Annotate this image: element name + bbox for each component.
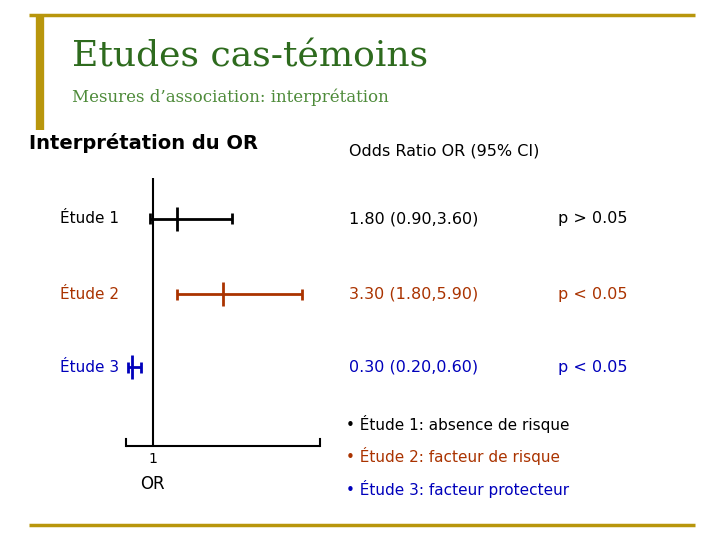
Text: p < 0.05: p < 0.05: [558, 360, 628, 375]
Text: • Étude 1: absence de risque: • Étude 1: absence de risque: [346, 415, 569, 433]
Text: 1: 1: [148, 452, 157, 466]
Text: Odds Ratio OR (95% CI): Odds Ratio OR (95% CI): [349, 144, 539, 159]
Text: • Étude 3: facteur protecteur: • Étude 3: facteur protecteur: [346, 480, 569, 498]
Text: 1.80 (0.90,3.60): 1.80 (0.90,3.60): [349, 211, 479, 226]
Text: p < 0.05: p < 0.05: [558, 287, 628, 302]
Text: p > 0.05: p > 0.05: [558, 211, 628, 226]
Text: Interprétation du OR: Interprétation du OR: [29, 133, 258, 153]
Text: Mesures d’association: interprétation: Mesures d’association: interprétation: [72, 89, 389, 106]
Text: OR: OR: [140, 475, 165, 493]
Text: Etudes cas-témoins: Etudes cas-témoins: [72, 40, 428, 73]
Text: Étude 1: Étude 1: [60, 211, 119, 226]
Text: • Étude 2: facteur de risque: • Étude 2: facteur de risque: [346, 447, 559, 465]
Text: Étude 3: Étude 3: [60, 360, 119, 375]
Text: Étude 2: Étude 2: [60, 287, 119, 302]
Text: 3.30 (1.80,5.90): 3.30 (1.80,5.90): [349, 287, 479, 302]
Text: 0.30 (0.20,0.60): 0.30 (0.20,0.60): [349, 360, 478, 375]
